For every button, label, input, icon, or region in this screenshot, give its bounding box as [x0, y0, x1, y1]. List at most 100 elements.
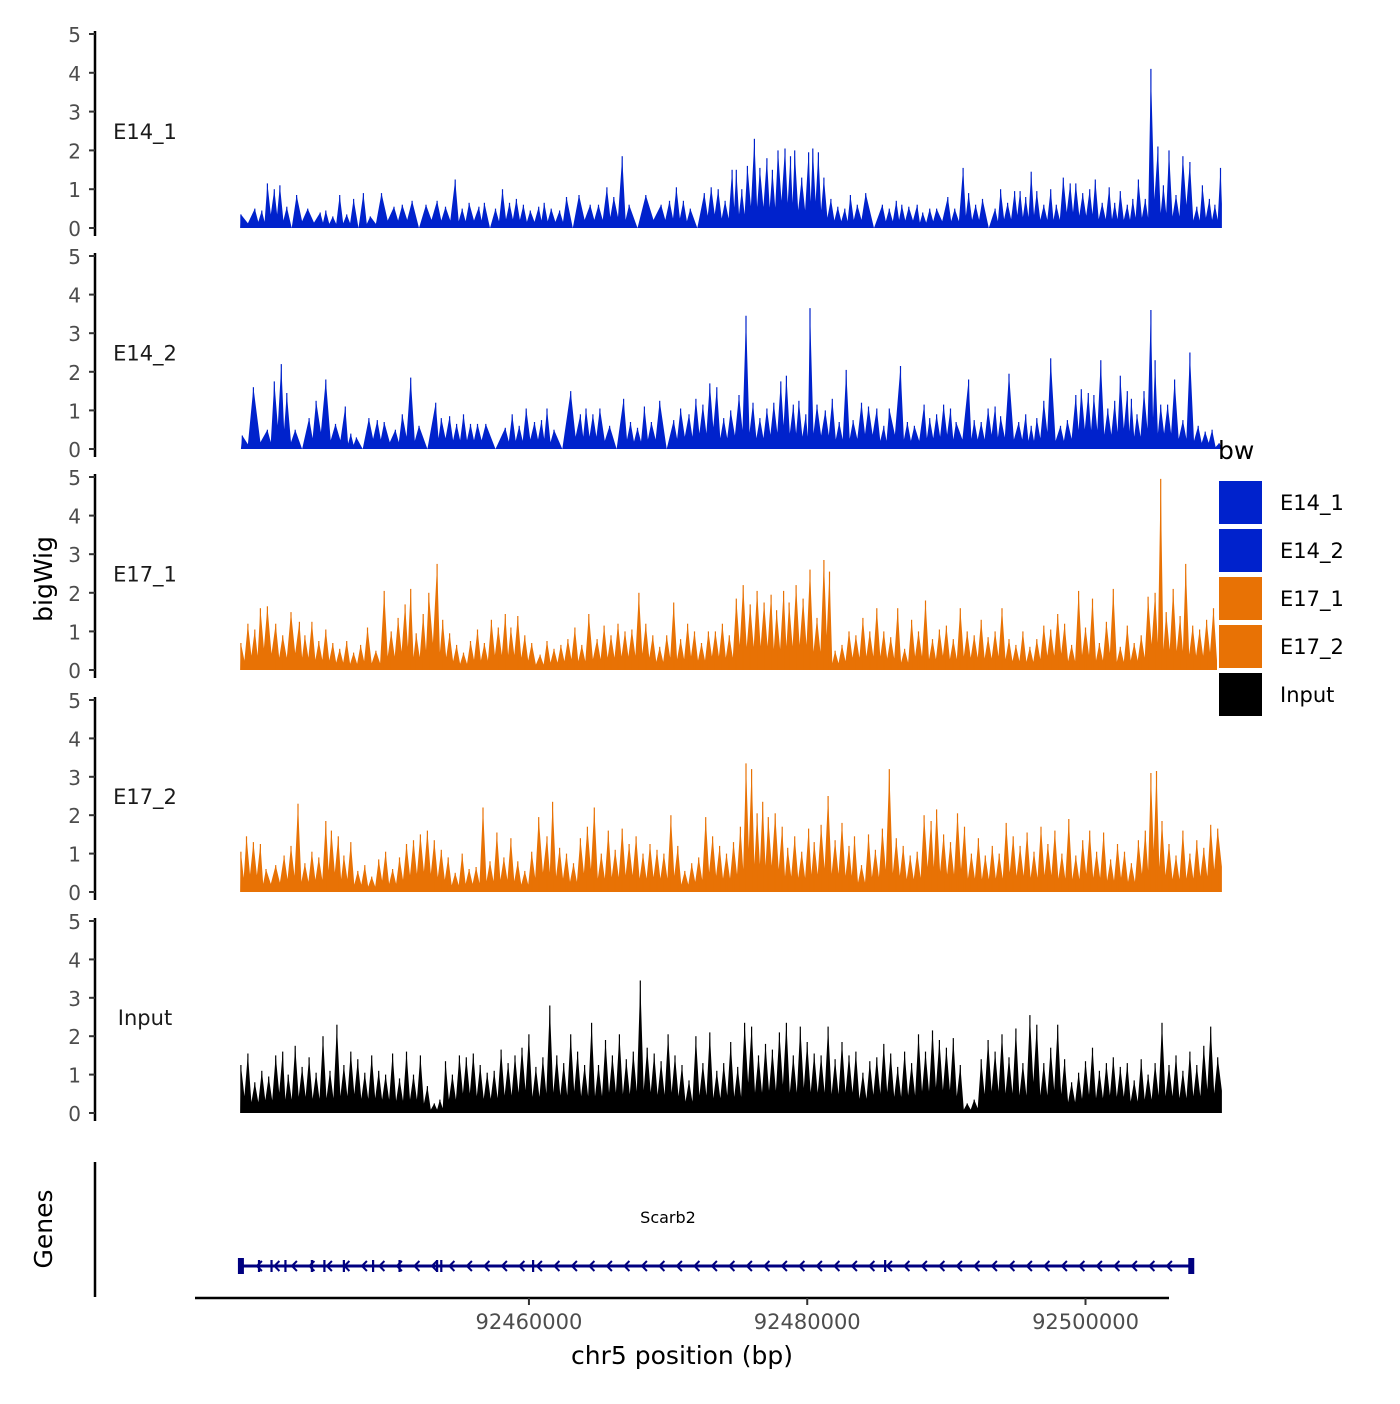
y-tick-label: 2 — [68, 139, 81, 163]
strand-arrow — [1148, 1260, 1156, 1272]
y-tick-label: 5 — [68, 466, 81, 490]
x-axis-title: chr5 position (bp) — [571, 1341, 793, 1370]
strand-arrow — [1060, 1260, 1068, 1272]
y-tick-label: 1 — [68, 399, 81, 423]
strand-arrow — [430, 1260, 438, 1272]
strand-arrow — [413, 1260, 421, 1272]
strand-arrow — [273, 1260, 281, 1272]
legend-swatch-e14-1 — [1217, 479, 1264, 526]
strand-arrow — [938, 1260, 946, 1272]
strand-arrow — [588, 1260, 596, 1272]
strand-arrow — [255, 1260, 263, 1272]
strand-arrow — [658, 1260, 666, 1272]
y-tick-label: 2 — [68, 582, 81, 606]
gene-exon — [398, 1260, 401, 1272]
strand-arrow — [640, 1260, 648, 1272]
track-e14-2: 0 1 2 3 4 5 E14_2 — [68, 245, 1222, 462]
strand-arrow — [1130, 1260, 1138, 1272]
gene-exon — [323, 1260, 326, 1272]
gene-exon — [1188, 1258, 1195, 1274]
y-tick-label: 4 — [68, 62, 81, 86]
strand-arrow — [868, 1260, 876, 1272]
gene-exon — [342, 1260, 345, 1272]
strand-arrow — [1113, 1260, 1121, 1272]
legend-label: E17_1 — [1280, 587, 1344, 612]
coverage-area-e17-2 — [239, 763, 1222, 892]
strand-arrow — [798, 1260, 806, 1272]
legend: E14_1 E14_2 E17_1 E17_2 Input — [1217, 479, 1344, 718]
y-tick-label: 1 — [68, 1064, 81, 1088]
y-axis-title: bigWig — [29, 536, 58, 622]
y-tick-label: 0 — [68, 217, 81, 241]
legend-label: E17_2 — [1280, 635, 1344, 660]
strand-arrow — [1043, 1260, 1051, 1272]
track-label: E17_1 — [113, 563, 177, 588]
y-tick-label: 3 — [68, 322, 81, 346]
track-input: 0 1 2 3 4 5 Input — [68, 910, 1222, 1126]
legend-label: E14_1 — [1280, 491, 1344, 516]
gene-exon — [532, 1260, 535, 1272]
track-e17-1: 0 1 2 3 4 5 E17_1 — [68, 466, 1222, 683]
gene-exon — [310, 1260, 313, 1272]
legend-swatch-e14-2 — [1217, 527, 1264, 574]
strand-arrow — [815, 1260, 823, 1272]
legend-label: E14_2 — [1280, 539, 1344, 564]
strand-arrow — [780, 1260, 788, 1272]
strand-arrow — [360, 1260, 368, 1272]
coverage-area-e14-1 — [239, 68, 1222, 229]
gene-exon — [284, 1260, 287, 1272]
coverage-tracks: 0 1 2 3 4 5 E14_1 0 1 2 3 4 5 E14_2 0 1 2 3 4 5 E17_1 0 1 2 3 4 5 E… — [68, 23, 1222, 1126]
track-e17-2: 0 1 2 3 4 5 E17_2 — [68, 689, 1222, 905]
track-label: E14_1 — [113, 120, 177, 145]
gene-exon — [270, 1260, 273, 1272]
y-tick-label: 0 — [68, 881, 81, 905]
strand-arrow — [885, 1260, 893, 1272]
strand-arrow — [833, 1260, 841, 1272]
strand-arrow — [1078, 1260, 1086, 1272]
gene-exon — [440, 1260, 443, 1272]
strand-arrow — [710, 1260, 718, 1272]
y-tick-label: 2 — [68, 804, 81, 828]
track-label: E14_2 — [113, 342, 177, 367]
y-tick-label: 0 — [68, 438, 81, 462]
track-e14-1: 0 1 2 3 4 5 E14_1 — [68, 23, 1222, 241]
y-tick-label: 4 — [68, 727, 81, 751]
track-label: E17_2 — [113, 785, 177, 810]
strand-arrow — [675, 1260, 683, 1272]
y-tick-label: 4 — [68, 505, 81, 529]
legend-swatch-e17-2 — [1217, 623, 1264, 670]
strand-arrow — [605, 1260, 613, 1272]
y-tick-label: 1 — [68, 620, 81, 644]
gene-name-label: Scarb2 — [640, 1208, 696, 1227]
y-tick-label: 3 — [68, 101, 81, 125]
strand-arrow — [1008, 1260, 1016, 1272]
track-label: Input — [118, 1006, 172, 1030]
y-tick-label: 0 — [68, 659, 81, 683]
strand-arrow — [973, 1260, 981, 1272]
strand-arrow — [623, 1260, 631, 1272]
strand-arrow — [990, 1260, 998, 1272]
y-tick-label: 2 — [68, 361, 81, 385]
strand-arrow — [1165, 1260, 1173, 1272]
y-tick-label: 3 — [68, 766, 81, 790]
gene-exon — [257, 1260, 261, 1272]
y-tick-label: 5 — [68, 23, 81, 47]
strand-arrow — [378, 1260, 386, 1272]
strand-arrow — [903, 1260, 911, 1272]
y-tick-label: 5 — [68, 910, 81, 934]
legend-swatch-input — [1217, 671, 1264, 718]
gene-exon — [884, 1260, 887, 1272]
coverage-area-e17-1 — [239, 478, 1222, 670]
strand-arrow — [1095, 1260, 1103, 1272]
strand-arrow — [553, 1260, 561, 1272]
gene-track: Scarb2 — [93, 1162, 1195, 1297]
strand-arrow — [535, 1260, 543, 1272]
legend-title: bw — [1218, 436, 1254, 465]
x-tick-label: 92480000 — [754, 1310, 861, 1334]
strand-arrow — [465, 1260, 473, 1272]
strand-arrow — [570, 1260, 578, 1272]
x-axis: 92460000 92480000 92500000 — [195, 1296, 1169, 1334]
strand-arrow — [955, 1260, 963, 1272]
